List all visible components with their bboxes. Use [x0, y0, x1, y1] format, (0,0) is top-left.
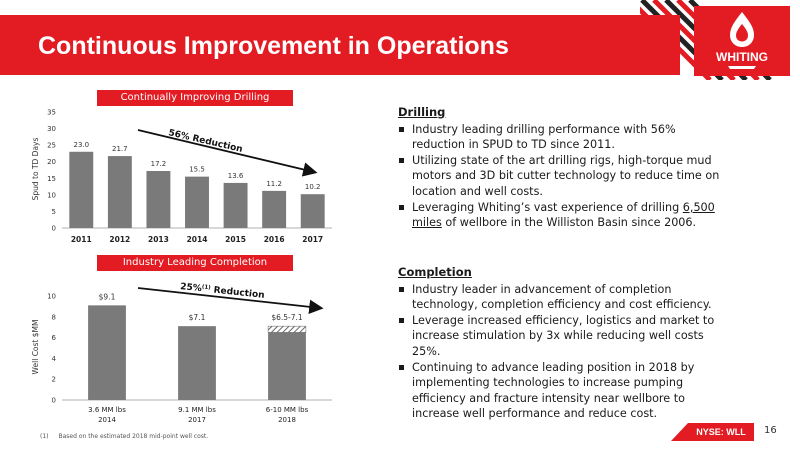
- completion-heading: Completion: [398, 265, 472, 279]
- y-tick-label: 2: [52, 376, 56, 384]
- list-item: Industry leading drilling performance wi…: [398, 122, 728, 153]
- reduction-arrow: [137, 287, 324, 314]
- list-item: Leverage increased efficiency, logistics…: [398, 313, 728, 360]
- x-tick-label: 2014: [187, 235, 208, 244]
- x-tick-sublabel: 2018: [278, 416, 296, 424]
- x-tick-label: 2012: [109, 235, 130, 244]
- bar: [146, 170, 171, 228]
- y-tick-label: 0: [52, 225, 56, 233]
- completion-section: Completion Industry leader in advancemen…: [398, 265, 728, 422]
- x-tick-label: 2016: [264, 235, 285, 244]
- list-item: Industry leader in advancement of comple…: [398, 282, 728, 313]
- ticker-badge: NYSE: WLL: [688, 423, 754, 441]
- data-label: 15.5: [189, 166, 205, 174]
- bar: [262, 190, 287, 228]
- data-label: 11.2: [266, 180, 282, 188]
- y-tick-label: 10: [47, 191, 56, 199]
- y-tick-label: 20: [47, 158, 56, 166]
- y-axis-label: Spud to TD Days: [31, 138, 40, 201]
- page-title: Continuous Improvement in Operations: [38, 32, 509, 60]
- whiting-logo: WHITING: [694, 6, 790, 76]
- y-tick-label: 25: [47, 142, 56, 150]
- miles-highlight: 6,500 miles: [412, 200, 715, 230]
- x-tick-label: 2015: [225, 235, 246, 244]
- list-item: Continuing to advance leading position i…: [398, 360, 728, 422]
- bar: [107, 156, 132, 228]
- x-tick-label: 2013: [148, 235, 169, 244]
- completion-bullets: Industry leader in advancement of comple…: [398, 282, 728, 422]
- drilling-efficiency-chart: Spud to TD Days 0 5 10 15 20 25 30 35 23.0 2011 2…: [31, 109, 332, 244]
- y-tick-label: 4: [52, 355, 57, 363]
- bar: [300, 194, 325, 228]
- bar: [69, 151, 94, 228]
- data-label: 21.7: [112, 145, 128, 153]
- drilling-bullets: Industry leading drilling performance wi…: [398, 122, 728, 231]
- x-tick-sublabel: 2017: [188, 416, 206, 424]
- data-label: 13.6: [228, 172, 244, 180]
- y-axis-label: Well Cost $MM: [31, 320, 40, 375]
- data-label: 23.0: [73, 141, 89, 149]
- y-tick-label: 15: [47, 175, 56, 183]
- data-label: 17.2: [151, 160, 167, 168]
- x-tick-sublabel: 2014: [98, 416, 116, 424]
- y-tick-label: 0: [52, 397, 56, 405]
- bar: [185, 176, 209, 228]
- reduction-arrow: [137, 129, 318, 177]
- y-tick-label: 10: [47, 293, 56, 301]
- data-label: $6.5-7.1: [271, 313, 303, 322]
- x-tick-label: 9.1 MM lbs: [178, 406, 216, 414]
- bar: [178, 326, 216, 400]
- list-item: Utilizing state of the art drilling rigs…: [398, 153, 728, 200]
- completion-cost-chart: Well Cost $MM 0 2 4 6 8 10 $9.1 3.6 MM lbs 2014…: [31, 282, 332, 424]
- completion-chart-label: Industry Leading Completion Technology: [97, 255, 293, 284]
- bar: [88, 305, 126, 400]
- page-number: 16: [764, 425, 777, 436]
- data-label: $7.1: [189, 313, 206, 322]
- range-hatch: [267, 325, 307, 333]
- drilling-chart-label: Continually Improving Drilling Efficienc…: [97, 90, 293, 119]
- data-label: 10.2: [305, 183, 321, 191]
- drilling-section: Drilling Industry leading drilling perfo…: [398, 105, 728, 231]
- x-tick-label: 6-10 MM lbs: [266, 406, 309, 414]
- list-item: Leveraging Whiting’s vast experience of …: [398, 200, 728, 231]
- y-tick-label: 8: [52, 313, 56, 321]
- reduction-annotation: 56% Reduction: [167, 128, 243, 155]
- drilling-heading: Drilling: [398, 105, 446, 119]
- ticker-tab-shape: [671, 423, 688, 441]
- data-label: $9.1: [99, 292, 116, 301]
- x-tick-label: 2011: [71, 235, 92, 244]
- y-tick-label: 30: [47, 125, 56, 133]
- y-tick-label: 5: [52, 208, 56, 216]
- bar: [223, 182, 248, 228]
- x-tick-label: 2017: [302, 235, 323, 244]
- title-banner: [0, 15, 640, 75]
- x-tick-label: 3.6 MM lbs: [88, 406, 126, 414]
- y-tick-label: 35: [47, 109, 56, 117]
- y-tick-label: 6: [52, 334, 57, 342]
- footnote: (1) Based on the estimated 2018 mid-point…: [40, 433, 209, 440]
- bar: [268, 332, 306, 400]
- logo-wordmark: WHITING: [716, 50, 768, 64]
